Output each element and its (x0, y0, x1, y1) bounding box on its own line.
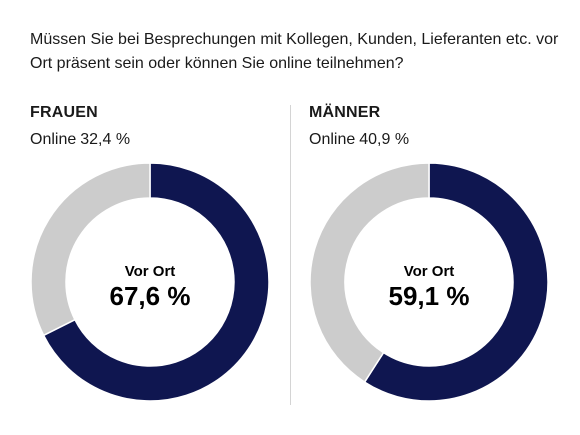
survey-question: Müssen Sie bei Besprechungen mit Kollege… (30, 31, 559, 72)
donut-slice-vor-ort (42, 162, 270, 402)
chart-title: MÄNNER (309, 104, 381, 121)
chart-panel-maenner: MÄNNER Online 40,9 % Vor Ort 59,1 % (309, 104, 569, 414)
donut-chart: Vor Ort 67,6 % (30, 162, 270, 402)
center-label: Vor Ort (125, 263, 176, 280)
donut-chart: Vor Ort 59,1 % (309, 162, 549, 402)
online-share-text: Online 32,4 % (30, 131, 130, 149)
donut-slice-vor-ort (363, 162, 549, 402)
online-value: 40,9 % (359, 131, 410, 148)
chart-title: FRAUEN (30, 104, 98, 121)
center-label: Vor Ort (404, 263, 455, 280)
panel-divider (290, 105, 291, 405)
chart-panel-frauen: FRAUEN Online 32,4 % Vor Ort 67,6 % (30, 104, 290, 414)
donut-slice-online (309, 162, 430, 384)
center-value: 67,6 % (110, 281, 191, 311)
center-value: 59,1 % (389, 281, 470, 311)
online-label: Online (30, 131, 77, 148)
online-value: 32,4 % (80, 131, 131, 148)
online-share-text: Online 40,9 % (309, 131, 409, 149)
donut-slice-online (30, 162, 151, 337)
online-label: Online (309, 131, 356, 148)
